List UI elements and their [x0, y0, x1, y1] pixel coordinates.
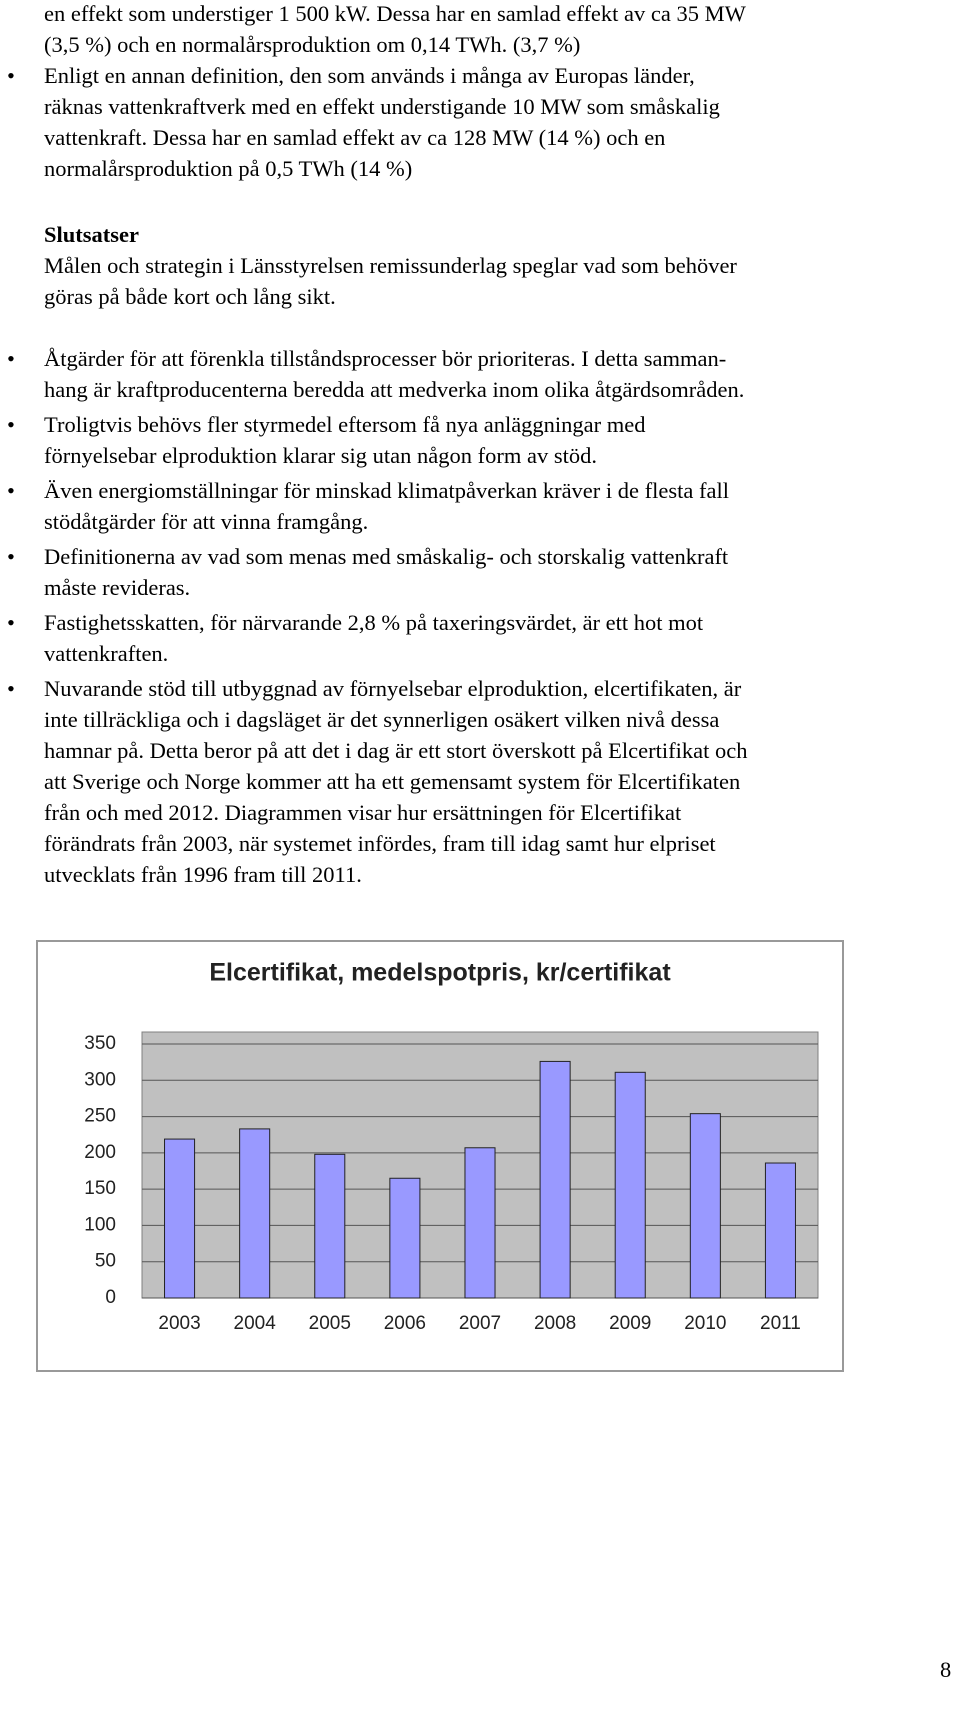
text-line: göras på både kort och lång sikt. — [44, 284, 336, 309]
text-line: hang är kraftproducenterna beredda att m… — [44, 377, 745, 402]
y-tick-label: 300 — [84, 1069, 116, 1090]
text-line: måste revideras. — [44, 575, 191, 600]
spacer — [44, 188, 944, 219]
chart: Elcertifikat, medelspotpris, kr/certifik… — [36, 940, 844, 1372]
text-line: att Sverige och Norge kommer att ha ett … — [44, 769, 741, 794]
text-line: förnyelsebar elproduktion klarar sig uta… — [44, 443, 597, 468]
text-line: Definitionerna av vad som menas med smås… — [44, 544, 729, 569]
text-line: hamnar på. Detta beror på att det i dag … — [44, 738, 748, 763]
bullet-symbol: • — [7, 412, 15, 437]
bullet-item: • Troligtvis behövs fler styrmedel efters… — [7, 409, 944, 471]
bar — [614, 1071, 646, 1299]
y-tick-label: 250 — [84, 1106, 116, 1127]
bar — [764, 1162, 796, 1299]
y-tick-label: 350 — [84, 1033, 116, 1054]
text-line: vattenkraften. — [44, 641, 169, 666]
x-tick-label: 2006 — [384, 1313, 426, 1334]
text-line: normalårsproduktion på 0,5 TWh (14 %) — [44, 156, 413, 181]
x-tick-label: 2008 — [534, 1313, 576, 1334]
text-line: Även energiomställningar för minskad kli… — [44, 478, 729, 503]
x-tick-label: 2011 — [760, 1313, 801, 1334]
x-tick-label: 2009 — [609, 1313, 651, 1334]
text-line: Fastighetsskatten, för närvarande 2,8 % … — [44, 610, 704, 635]
bullet-item: • Även energiomställningar för minskad kl… — [7, 475, 944, 537]
bullet-symbol: • — [7, 676, 15, 701]
bar — [239, 1128, 271, 1299]
bar — [689, 1113, 721, 1299]
bar — [539, 1060, 571, 1299]
text-line: utvecklats från 1996 fram till 2011. — [44, 862, 362, 887]
y-tick-label: 100 — [84, 1214, 116, 1235]
bullet-symbol: • — [7, 544, 15, 569]
y-tick-label: 200 — [84, 1142, 116, 1163]
bullet-symbol: • — [7, 478, 15, 503]
document-body: en effekt som understiger 1 500 kW. Dess… — [7, 0, 944, 894]
spacer — [44, 312, 944, 343]
y-tick-label: 150 — [84, 1178, 116, 1199]
bullet-item: • Nuvarande stöd till utbyggnad av förnye… — [7, 673, 944, 890]
y-tick-label: 50 — [95, 1251, 116, 1272]
text-line: Målen och strategin i Länsstyrelsen remi… — [44, 253, 737, 278]
bar — [464, 1147, 496, 1299]
y-tick-label: 0 — [105, 1287, 116, 1308]
text-line: förändrats från 2003, när systemet inför… — [44, 831, 716, 856]
bar — [164, 1138, 196, 1299]
bullet-symbol: • — [7, 346, 15, 371]
chart-title: Elcertifikat, medelspotpris, kr/certifik… — [209, 959, 671, 987]
text-line: (3,5 %) och en normalårsproduktion om 0,… — [44, 32, 581, 57]
x-tick-label: 2010 — [684, 1313, 726, 1334]
x-tick-label: 2005 — [309, 1313, 351, 1334]
text-line: Åtgärder för att förenkla tillståndsproc… — [44, 346, 727, 371]
text-line: från och med 2012. Diagrammen visar hur … — [44, 800, 682, 825]
heading: Slutsatser — [44, 222, 139, 247]
bullet-symbol: • — [7, 610, 15, 635]
bullet-symbol: • — [7, 63, 15, 88]
text-line: Nuvarande stöd till utbyggnad av förnyel… — [44, 676, 742, 701]
bullet-item: • Fastighetsskatten, för närvarande 2,8 %… — [7, 607, 944, 669]
bar — [314, 1153, 346, 1299]
page-number: 8 — [940, 1657, 952, 1682]
text-line: stödåtgärder för att vinna framgång. — [44, 509, 369, 534]
paragraph: Målen och strategin i Länsstyrelsen remi… — [44, 250, 944, 312]
text-line: räknas vattenkraftverk med en effekt und… — [44, 94, 720, 119]
text-line: Troligtvis behövs fler styrmedel efterso… — [44, 412, 646, 437]
text-line: Enligt en annan definition, den som anvä… — [44, 63, 695, 88]
text-line: en effekt som understiger 1 500 kW. Dess… — [44, 1, 746, 26]
x-tick-label: 2004 — [234, 1313, 277, 1334]
paragraph: en effekt som understiger 1 500 kW. Dess… — [44, 0, 944, 60]
bar — [389, 1177, 421, 1299]
bullet-item: • Enligt en annan definition, den som anv… — [7, 60, 944, 184]
x-tick-label: 2007 — [459, 1313, 501, 1334]
text-line: inte tillräckliga och i dagsläget är det… — [44, 707, 720, 732]
x-tick-label: 2003 — [158, 1313, 200, 1334]
bullet-item: • Definitionerna av vad som menas med små… — [7, 541, 944, 603]
bullet-item: • Åtgärder för att förenkla tillståndspro… — [7, 343, 944, 405]
text-line: vattenkraft. Dessa har en samlad effekt … — [44, 125, 666, 150]
